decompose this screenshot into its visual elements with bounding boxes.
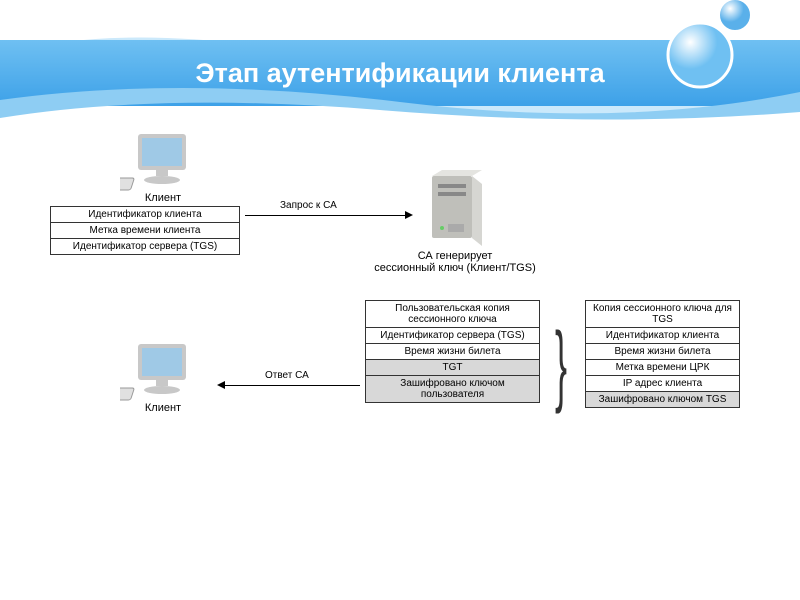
brace-icon: }	[555, 320, 567, 410]
response-user-table: Пользовательская копия сессионного ключа…	[365, 300, 540, 403]
arrow-response-head	[217, 381, 225, 389]
title-band: Этап аутентификации клиента	[0, 40, 800, 106]
arrow-response	[225, 385, 360, 386]
arrow-response-label: Ответ СА	[265, 370, 309, 381]
client1-request-table: Идентификатор клиентаМетка времени клиен…	[50, 206, 240, 255]
client1-label: Клиент	[128, 192, 198, 204]
arrow-request-label: Запрос к СА	[280, 200, 337, 211]
server-caption: СА генерирует сессионный ключ (Клиент/TG…	[350, 250, 560, 274]
table-cell: Идентификатор клиента	[586, 328, 739, 344]
table-cell: Время жизни билета	[586, 344, 739, 360]
table-cell: Идентификатор сервера (TGS)	[51, 239, 239, 254]
table-cell: Пользовательская копия сессионного ключа	[366, 301, 539, 328]
table-cell: TGT	[366, 360, 539, 376]
ca-server	[420, 170, 490, 255]
table-cell: Зашифровано ключом TGS	[586, 392, 739, 407]
table-cell: Идентификатор клиента	[51, 207, 239, 223]
arrow-request-head	[405, 211, 413, 219]
tgt-contents-table: Копия сессионного ключа для TGSИдентифик…	[585, 300, 740, 408]
table-cell: Время жизни билета	[366, 344, 539, 360]
slide-title: Этап аутентификации клиента	[195, 58, 604, 89]
table-cell: Зашифровано ключом пользователя	[366, 376, 539, 402]
table-cell: Метка времени клиента	[51, 223, 239, 239]
table-cell: IP адрес клиента	[586, 376, 739, 392]
table-cell: Копия сессионного ключа для TGS	[586, 301, 739, 328]
client2-label: Клиент	[128, 402, 198, 414]
arrow-request	[245, 215, 405, 216]
table-cell: Метка времени ЦРК	[586, 360, 739, 376]
diagram-area: Клиент Идентификатор клиентаМетка времен…	[30, 120, 770, 580]
table-cell: Идентификатор сервера (TGS)	[366, 328, 539, 344]
